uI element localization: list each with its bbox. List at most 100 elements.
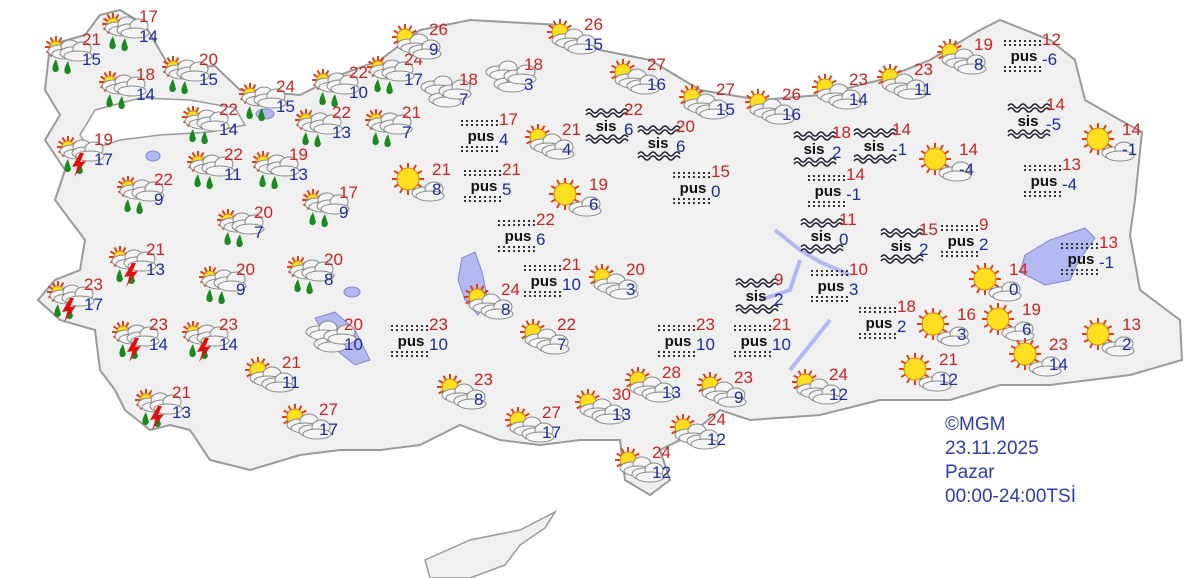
partly-cloudy-icon [437, 374, 487, 410]
keban-dam [759, 228, 851, 372]
max-temperature: 30 [612, 385, 631, 404]
min-temperature: 17 [84, 295, 103, 314]
min-temperature: 2 [979, 235, 989, 254]
min-temperature: 15 [82, 50, 101, 69]
cloudy-icon [485, 60, 537, 93]
min-temperature: 17 [404, 70, 423, 89]
max-temperature: 17 [339, 183, 358, 202]
partly-cloudy-icon [505, 407, 555, 443]
min-temperature: 3 [957, 325, 967, 344]
mostly-sunny-icon [919, 143, 972, 182]
max-temperature: 27 [319, 400, 338, 419]
max-temperature: 12 [1042, 30, 1061, 49]
max-temperature: 15 [919, 220, 938, 239]
partly-cloudy-icon [625, 367, 675, 403]
min-temperature: 6 [676, 137, 686, 156]
max-temperature: 18 [897, 297, 916, 316]
min-temperature: 7 [459, 90, 469, 109]
min-temperature: 16 [782, 105, 801, 124]
max-temperature: 13 [1099, 233, 1118, 252]
pus-label: pus [471, 178, 498, 195]
pus-label: pus [665, 333, 692, 350]
max-temperature: 18 [832, 123, 851, 142]
max-temperature: 27 [716, 80, 735, 99]
max-temperature: 22 [224, 145, 243, 164]
mostly-sunny-icon [549, 178, 602, 217]
max-temperature: 19 [589, 175, 608, 194]
max-temperature: 19 [974, 35, 993, 54]
max-temperature: 24 [501, 280, 520, 299]
min-temperature: 4 [562, 140, 572, 159]
min-temperature: 3 [524, 75, 534, 94]
min-temperature: 10 [429, 335, 448, 354]
sis-label: sis [596, 118, 617, 135]
max-temperature: 13 [1062, 155, 1081, 174]
fog-icon: sis [880, 228, 924, 264]
partly-cloudy-icon [282, 404, 332, 440]
max-temperature: 20 [199, 50, 218, 69]
haze-icon: pus [1024, 165, 1064, 197]
mostly-sunny-icon [1009, 338, 1062, 377]
min-temperature: 15 [584, 35, 603, 54]
max-temperature: 21 [402, 103, 421, 122]
rain-icon [45, 36, 93, 75]
max-temperature: 24 [276, 77, 295, 96]
min-temperature: 17 [319, 420, 338, 439]
pus-label: pus [741, 333, 768, 350]
max-temperature: 21 [562, 255, 581, 274]
cyprus [424, 510, 558, 578]
partly-cloudy-icon [245, 357, 295, 393]
max-temperature: 23 [474, 370, 493, 389]
pus-label: pus [468, 128, 495, 145]
min-temperature: -4 [959, 160, 975, 179]
min-temperature: 2 [919, 240, 929, 259]
partly-cloudy-icon [877, 64, 927, 100]
min-temperature: 7 [557, 335, 567, 354]
max-temperature: 15 [711, 162, 730, 181]
partly-cloudy-icon [520, 319, 570, 355]
mostly-sunny-icon [969, 263, 1022, 302]
rain-icon [102, 13, 150, 52]
max-temperature: 23 [219, 315, 238, 334]
pus-label: pus [398, 333, 425, 350]
max-temperature: 24 [707, 410, 726, 429]
min-temperature: 8 [501, 300, 511, 319]
min-temperature: 5 [502, 180, 512, 199]
min-temperature: 14 [149, 335, 168, 354]
min-temperature: 12 [829, 385, 848, 404]
min-temperature: 12 [707, 430, 726, 449]
max-temperature: 20 [324, 250, 343, 269]
min-temperature: 13 [172, 403, 191, 422]
rain-icon [117, 176, 165, 215]
min-temperature: 15 [716, 100, 735, 119]
partly-cloudy-icon [525, 124, 575, 160]
min-temperature: 6 [624, 120, 634, 139]
min-temperature: 15 [276, 97, 295, 116]
max-temperature: 22 [154, 170, 173, 189]
haze-icon: pus [658, 325, 698, 357]
rain-icon [312, 69, 360, 108]
rain-icon [302, 189, 350, 228]
max-temperature: 23 [429, 315, 448, 334]
partly-cloudy-icon [547, 19, 597, 55]
rain-icon [182, 106, 230, 145]
max-temperature: 27 [647, 55, 666, 74]
max-temperature: 22 [557, 315, 576, 334]
max-temperature: 23 [1049, 335, 1068, 354]
min-temperature: 17 [94, 150, 113, 169]
max-temperature: 14 [1046, 95, 1065, 114]
rain-icon [199, 266, 247, 305]
max-temperature: 23 [696, 315, 715, 334]
pus-label: pus [866, 315, 893, 332]
sis-label: sis [804, 141, 825, 158]
fog-icon: sis [1007, 103, 1051, 139]
min-temperature: 16 [647, 75, 666, 94]
max-temperature: 14 [959, 140, 978, 159]
haze-icon: pus [859, 307, 899, 339]
fog-icon: sis [585, 108, 629, 144]
haze-icon: pus [461, 120, 501, 152]
sis-label: sis [864, 138, 885, 155]
max-temperature: 22 [332, 103, 351, 122]
partly-cloudy-icon [812, 74, 862, 110]
